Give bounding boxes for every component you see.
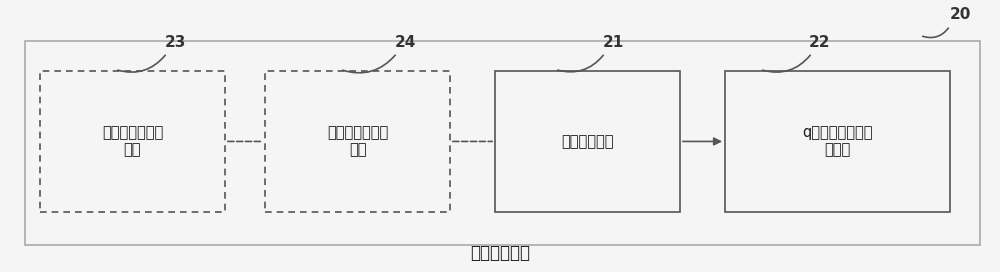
Text: 电动机功率计算
单元: 电动机功率计算 单元 bbox=[327, 125, 388, 158]
Text: 24: 24 bbox=[394, 35, 416, 50]
Bar bbox=[265, 71, 450, 212]
Text: 23: 23 bbox=[164, 35, 186, 50]
Bar bbox=[25, 41, 980, 245]
Text: 转矩计算单元: 转矩计算单元 bbox=[561, 134, 614, 149]
Text: q轴电流指令值计
算单元: q轴电流指令值计 算单元 bbox=[802, 125, 873, 158]
Text: 22: 22 bbox=[809, 35, 831, 50]
Text: 20: 20 bbox=[949, 7, 971, 23]
Text: 转矩控制装置: 转矩控制装置 bbox=[470, 245, 530, 262]
Text: 21: 21 bbox=[602, 35, 624, 50]
Bar bbox=[40, 71, 225, 212]
Bar bbox=[725, 71, 950, 212]
Bar bbox=[495, 71, 680, 212]
Text: 逆变器功率计算
单元: 逆变器功率计算 单元 bbox=[102, 125, 163, 158]
